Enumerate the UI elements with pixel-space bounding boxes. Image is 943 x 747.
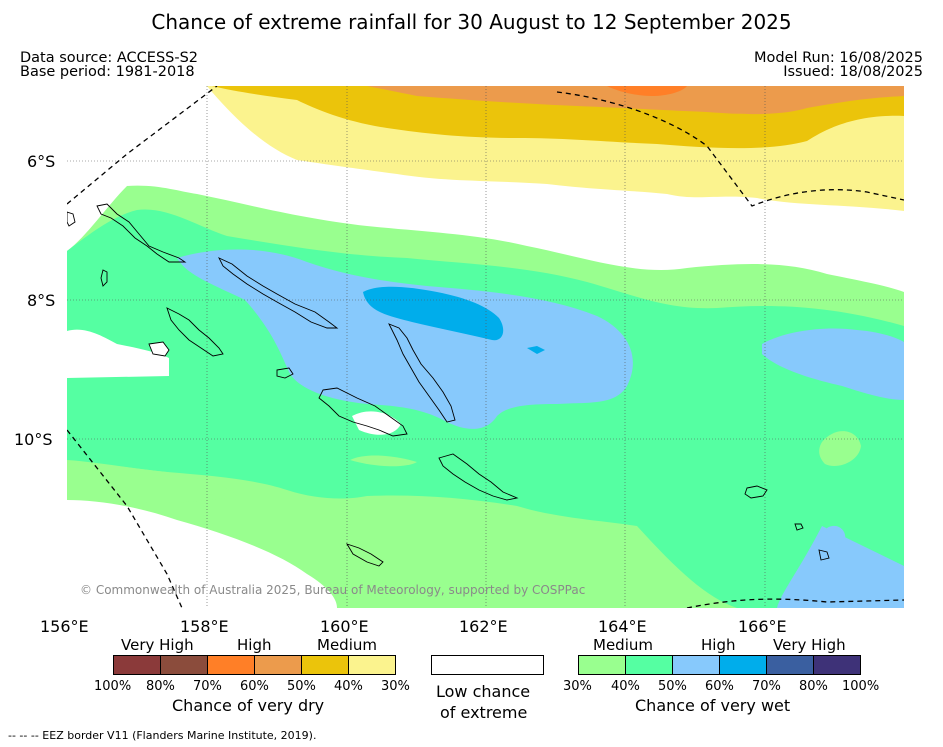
legend-wet-tick-80: 80% xyxy=(799,679,828,694)
legend-dry-tick-40: 40% xyxy=(334,679,363,694)
wet-anomaly-region xyxy=(67,185,904,608)
eez-border-lines xyxy=(67,86,904,608)
legend-wet-tick-100: 100% xyxy=(842,679,880,694)
lon-label-160e: 160°E xyxy=(320,617,369,636)
lon-label-156e: 156°E xyxy=(40,617,89,636)
legend-wet-tick-30: 30% xyxy=(563,679,592,694)
island-coastlines xyxy=(67,203,830,567)
legend-wet-swatch-6 xyxy=(813,655,861,675)
legend-wet-group-high: High xyxy=(701,636,736,654)
legend-wet-tick-40: 40% xyxy=(611,679,640,694)
legend-low-chance-line2: of extreme xyxy=(440,703,528,722)
model-run: Model Run: 16/08/2025 xyxy=(753,50,923,66)
legend-wet-group-very-high: Very High xyxy=(773,636,846,654)
legend-wet-swatch-5 xyxy=(766,655,814,675)
legend-low-chance-line1: Low chance xyxy=(436,682,531,701)
legend-dry-swatch-4 xyxy=(254,655,302,675)
legend-dry-tick-30: 30% xyxy=(381,679,410,694)
legend-dry-swatch-5 xyxy=(301,655,349,675)
legend-dry-caption: Chance of very dry xyxy=(172,696,325,715)
legend-dry-tick-60: 60% xyxy=(240,679,269,694)
copyright-watermark: © Commonwealth of Australia 2025, Bureau… xyxy=(80,583,585,597)
data-source: Data source: ACCESS-S2 xyxy=(20,50,199,66)
legend-wet-caption: Chance of very wet xyxy=(635,696,791,715)
issued-date: Issued: 18/08/2025 xyxy=(783,64,923,80)
legend-wet-swatch-4 xyxy=(719,655,767,675)
legend-dry-tick-80: 80% xyxy=(146,679,175,694)
lon-label-164e: 164°E xyxy=(598,617,647,636)
low-chance-region xyxy=(67,329,401,608)
legend-dry-tick-50: 50% xyxy=(287,679,316,694)
base-period: Base period: 1981-2018 xyxy=(20,64,195,80)
legend-wet-tick-50: 50% xyxy=(658,679,687,694)
legend-dry-swatch-2 xyxy=(160,655,208,675)
rainfall-map: © Commonwealth of Australia 2025, Bureau… xyxy=(67,86,904,608)
legend-dry-group-medium: Medium xyxy=(317,636,377,654)
lat-label-6s: 6°S xyxy=(27,152,56,171)
legend-dry-tick-100: 100% xyxy=(94,679,132,694)
legend-dry-group-very-high: Very High xyxy=(121,636,194,654)
map-title: Chance of extreme rainfall for 30 August… xyxy=(151,10,792,34)
legend-wet-tick-70: 70% xyxy=(752,679,781,694)
legend-dry-tick-70: 70% xyxy=(193,679,222,694)
legend-wet-swatch-2 xyxy=(625,655,673,675)
lat-label-10s: 10°S xyxy=(14,430,53,449)
legend-low-chance-swatch xyxy=(431,655,544,675)
lon-label-166e: 166°E xyxy=(738,617,787,636)
lon-label-158e: 158°E xyxy=(180,617,229,636)
legend-dry-swatch-6 xyxy=(348,655,396,675)
legend-dry-swatch-1 xyxy=(113,655,161,675)
graticule xyxy=(67,86,904,608)
legend-wet-tick-60: 60% xyxy=(705,679,734,694)
legend-dry-swatch-3 xyxy=(207,655,255,675)
lat-label-8s: 8°S xyxy=(27,291,56,310)
eez-border-note: -- -- -- EEZ border V11 (Flanders Marine… xyxy=(8,729,317,742)
legend-wet-swatch-1 xyxy=(578,655,626,675)
legend-dry-group-high: High xyxy=(237,636,272,654)
legend-wet-group-medium: Medium xyxy=(593,636,653,654)
legend-wet-swatch-3 xyxy=(672,655,720,675)
lon-label-162e: 162°E xyxy=(459,617,508,636)
dry-anomaly-region xyxy=(207,86,904,211)
